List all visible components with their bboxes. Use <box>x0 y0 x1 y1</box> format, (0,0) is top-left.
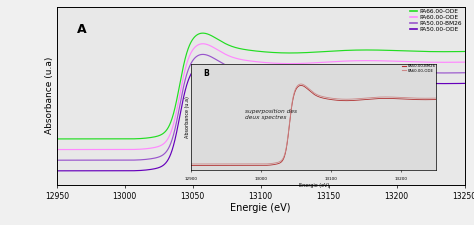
X-axis label: Energie (eV): Energie (eV) <box>230 202 291 213</box>
Y-axis label: Absorbance (u.a): Absorbance (u.a) <box>45 57 54 134</box>
Text: A: A <box>77 23 87 36</box>
Legend: PA66.00-ODE, PA60.00-ODE, PA50.00-BM26, PA50.00-ODE: PA66.00-ODE, PA60.00-ODE, PA50.00-BM26, … <box>409 8 464 33</box>
